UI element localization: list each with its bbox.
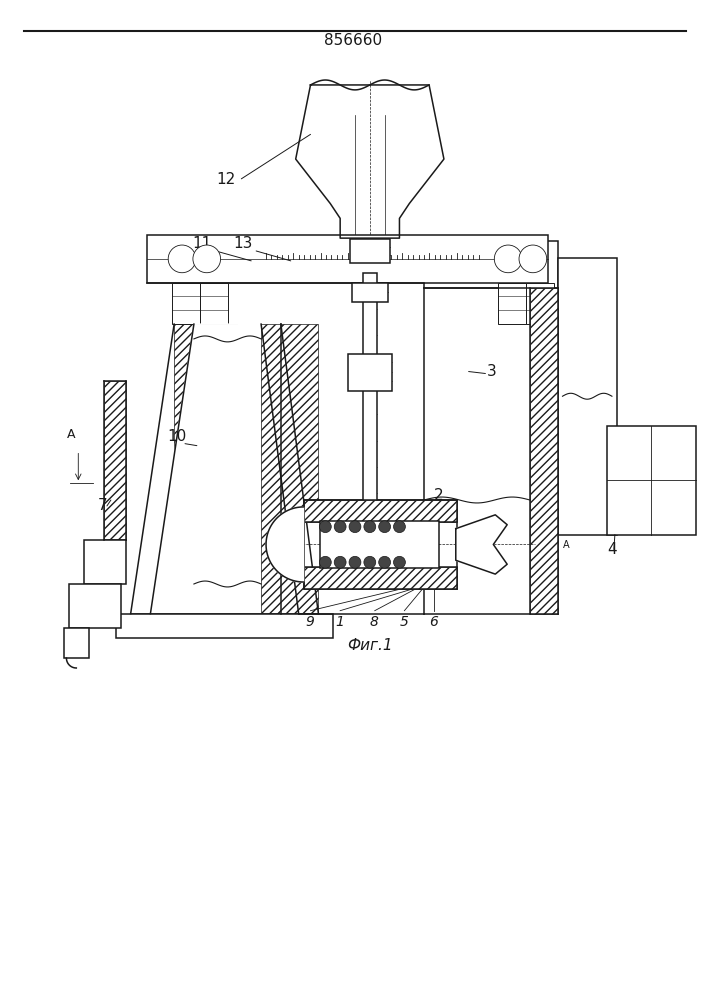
Text: 10: 10 <box>168 429 187 444</box>
Bar <box>350 239 390 263</box>
Bar <box>330 238 409 273</box>
Circle shape <box>168 245 196 273</box>
Bar <box>530 288 558 614</box>
Text: 11: 11 <box>192 236 211 251</box>
Text: 13: 13 <box>233 236 253 251</box>
Bar <box>498 283 526 324</box>
Bar <box>174 324 238 614</box>
Circle shape <box>364 521 375 533</box>
Circle shape <box>349 521 361 533</box>
Bar <box>352 283 387 302</box>
Circle shape <box>394 556 405 568</box>
Circle shape <box>379 556 390 568</box>
Circle shape <box>334 556 346 568</box>
Bar <box>303 567 457 589</box>
Bar <box>64 628 89 658</box>
Text: А: А <box>66 428 75 441</box>
Bar <box>320 521 439 568</box>
Text: 3: 3 <box>486 364 496 379</box>
Circle shape <box>193 245 221 273</box>
Bar <box>558 258 617 535</box>
Text: 5: 5 <box>399 615 409 629</box>
Bar <box>303 500 457 589</box>
Bar <box>148 235 548 283</box>
Bar <box>84 540 126 584</box>
Circle shape <box>320 556 332 568</box>
Bar <box>424 241 558 288</box>
Text: 4: 4 <box>607 542 617 557</box>
Polygon shape <box>266 507 303 582</box>
Bar <box>363 273 377 530</box>
Bar <box>303 567 457 589</box>
Text: 6: 6 <box>429 615 438 629</box>
Circle shape <box>320 521 332 533</box>
Bar <box>173 283 200 324</box>
Polygon shape <box>131 324 194 614</box>
Text: 7: 7 <box>98 498 107 513</box>
Bar <box>607 426 696 535</box>
Text: 2: 2 <box>434 488 444 503</box>
Text: А: А <box>563 540 569 550</box>
Circle shape <box>379 521 390 533</box>
Circle shape <box>349 556 361 568</box>
Text: 12: 12 <box>216 172 236 187</box>
Circle shape <box>494 245 522 273</box>
Bar <box>104 381 126 540</box>
Circle shape <box>394 521 405 533</box>
Polygon shape <box>456 515 507 574</box>
Text: 8: 8 <box>370 615 379 629</box>
Bar <box>303 500 457 522</box>
Bar <box>303 500 457 522</box>
Text: 9: 9 <box>305 615 315 629</box>
Bar <box>348 354 392 391</box>
Bar <box>526 283 554 324</box>
Bar <box>200 283 228 324</box>
Text: Фиг.1: Фиг.1 <box>347 638 392 653</box>
Text: 856660: 856660 <box>324 33 382 48</box>
Bar <box>69 584 121 628</box>
Circle shape <box>334 521 346 533</box>
Polygon shape <box>296 85 444 238</box>
Circle shape <box>519 245 547 273</box>
Bar <box>116 614 333 638</box>
Text: 1: 1 <box>335 615 344 629</box>
Circle shape <box>364 556 375 568</box>
Bar <box>261 324 318 614</box>
Polygon shape <box>151 324 298 614</box>
